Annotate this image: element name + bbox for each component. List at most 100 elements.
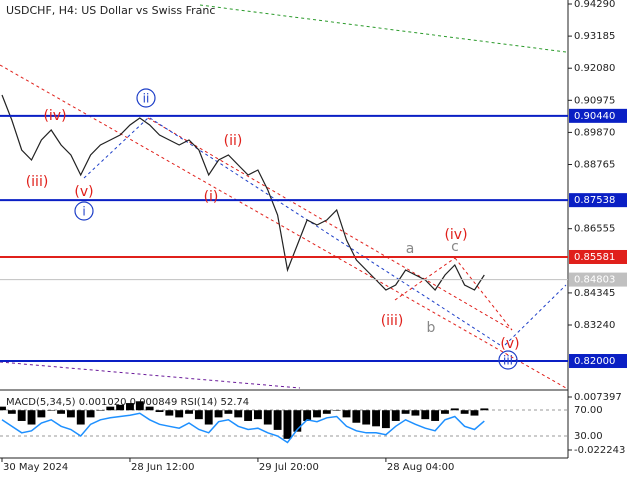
macd-bar xyxy=(0,406,6,411)
y-tick-label: 0.92080 xyxy=(574,63,615,74)
macd-bar xyxy=(27,410,36,425)
wave-label: b xyxy=(427,320,436,336)
level-box xyxy=(569,249,627,264)
macd-bar xyxy=(342,410,351,418)
wave-label: (v) xyxy=(500,336,519,352)
macd-bar xyxy=(17,410,26,421)
indicator-title: MACD(5,34,5) 0.001020 0.000849 RSI(14) 5… xyxy=(6,397,249,408)
level-box xyxy=(569,108,627,123)
rsi-line xyxy=(1,412,485,444)
macd-bar xyxy=(362,410,371,425)
chart-title: USDCHF, H4: US Dollar vs Swiss Franc xyxy=(6,4,215,17)
macd-bar xyxy=(411,410,420,416)
macd-bar xyxy=(175,410,184,418)
x-tick-label: 30 May 2024 xyxy=(3,462,68,473)
level-label: 0.90440 xyxy=(574,111,615,122)
y-tick-label: 0.93185 xyxy=(574,31,615,42)
macd-bar xyxy=(145,406,154,411)
macd-bar xyxy=(273,410,282,430)
macd-bar xyxy=(244,410,253,421)
macd-bar xyxy=(421,410,430,420)
macd-bar xyxy=(253,410,262,420)
wave-circle xyxy=(136,88,156,108)
wave-label: (i) xyxy=(204,189,219,205)
x-tick-label: 28 Aug 04:00 xyxy=(387,462,454,473)
trend-lines xyxy=(0,4,567,389)
macd-bar xyxy=(47,410,56,411)
macd-bar xyxy=(470,410,479,416)
y-tick-label: 0.94290 xyxy=(574,0,615,10)
macd-bar xyxy=(76,410,85,425)
macd-bar xyxy=(303,410,312,421)
macd-bar xyxy=(313,410,321,418)
macd-bar xyxy=(135,401,144,411)
wave-label: (ii) xyxy=(224,133,243,149)
macd-bar xyxy=(224,410,233,414)
current-price-label: 0.84803 xyxy=(574,275,615,286)
macd-bar xyxy=(293,410,302,432)
level-label: 0.82000 xyxy=(574,356,615,367)
wave-label: (iii) xyxy=(381,313,404,329)
macd-bar xyxy=(352,410,361,423)
macd-bar xyxy=(480,408,489,411)
macd-bar xyxy=(381,410,390,429)
level-label: 0.87538 xyxy=(574,195,615,206)
macd-bar xyxy=(106,406,115,411)
macd-bar xyxy=(263,410,272,425)
x-tick-label: 29 Jul 20:00 xyxy=(259,462,319,473)
level-label: 0.85581 xyxy=(574,252,615,263)
y-tick-label: 0.88765 xyxy=(574,160,615,171)
macd-bar xyxy=(37,410,46,418)
macd-bar xyxy=(283,410,292,439)
macd-bar xyxy=(66,410,75,418)
wave-label: ii xyxy=(143,92,150,106)
macd-bar xyxy=(86,410,95,418)
wave-label: iii xyxy=(503,354,513,368)
y-tick-label: 0.83240 xyxy=(574,320,615,331)
wave-circle xyxy=(74,201,94,221)
wave-label: a xyxy=(406,241,415,257)
price-line xyxy=(1,94,485,291)
macd-bar xyxy=(96,410,105,411)
y-tick-label: 0.86555 xyxy=(574,224,615,235)
macd-bar xyxy=(401,410,410,414)
level-box xyxy=(569,193,627,208)
level-box xyxy=(569,354,627,369)
wave-label: (iv) xyxy=(43,108,66,124)
macd-bar xyxy=(332,410,341,411)
y-tick-label: -0.022243 xyxy=(574,445,625,456)
macd-bar xyxy=(204,410,213,425)
macd-bar xyxy=(431,410,440,421)
macd-bar xyxy=(214,410,223,418)
wave-circle xyxy=(498,350,518,370)
macd-bar xyxy=(450,408,459,411)
macd-bar xyxy=(126,403,134,411)
macd-bar xyxy=(165,410,174,416)
macd-bar xyxy=(7,410,16,414)
y-tick-label: 0.84345 xyxy=(574,288,615,299)
macd-bar xyxy=(194,410,203,420)
macd-bar xyxy=(372,410,380,427)
macd-bar xyxy=(116,404,125,411)
wave-label: c xyxy=(451,239,459,255)
macd-bar xyxy=(155,410,164,413)
wave-label: i xyxy=(82,205,85,219)
macd-bar xyxy=(460,410,469,414)
x-tick-label: 28 Jun 12:00 xyxy=(131,462,195,473)
y2-tick-label: 30.00 xyxy=(574,431,603,442)
macd-bar xyxy=(57,410,65,414)
macd-bar xyxy=(391,410,400,421)
wave-label: (iii) xyxy=(26,174,49,190)
wave-label: (iv) xyxy=(444,227,467,243)
macd-bar xyxy=(185,410,193,414)
y2-tick-label: 70.00 xyxy=(574,405,603,416)
y-tick-label: 0.89870 xyxy=(574,127,615,138)
wave-label: (v) xyxy=(74,184,93,200)
current-price-box xyxy=(569,272,627,287)
y-tick-label: 0.90975 xyxy=(574,95,615,106)
macd-bar xyxy=(322,410,331,414)
macd-bar xyxy=(441,410,449,414)
y-tick-label: 0.007397 xyxy=(574,392,622,403)
